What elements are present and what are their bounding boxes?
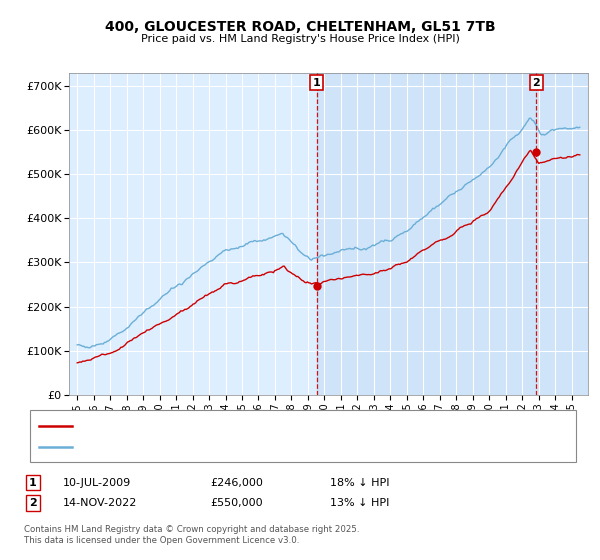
Text: 10-JUL-2009: 10-JUL-2009 xyxy=(63,478,131,488)
Text: 13% ↓ HPI: 13% ↓ HPI xyxy=(330,498,389,508)
Text: 1: 1 xyxy=(29,478,37,488)
Text: HPI: Average price, detached house, Cheltenham: HPI: Average price, detached house, Chel… xyxy=(78,442,323,452)
Text: £550,000: £550,000 xyxy=(210,498,263,508)
Text: 2: 2 xyxy=(29,498,37,508)
Text: 400, GLOUCESTER ROAD, CHELTENHAM, GL51 7TB: 400, GLOUCESTER ROAD, CHELTENHAM, GL51 7… xyxy=(104,20,496,34)
Text: 18% ↓ HPI: 18% ↓ HPI xyxy=(330,478,389,488)
Text: Price paid vs. HM Land Registry's House Price Index (HPI): Price paid vs. HM Land Registry's House … xyxy=(140,34,460,44)
Text: 14-NOV-2022: 14-NOV-2022 xyxy=(63,498,137,508)
Text: 400, GLOUCESTER ROAD, CHELTENHAM, GL51 7TB (detached house): 400, GLOUCESTER ROAD, CHELTENHAM, GL51 7… xyxy=(78,421,421,431)
Text: Contains HM Land Registry data © Crown copyright and database right 2025.
This d: Contains HM Land Registry data © Crown c… xyxy=(24,525,359,545)
Text: 2: 2 xyxy=(533,78,541,87)
Bar xyxy=(317,73,588,395)
Text: 1: 1 xyxy=(313,78,320,87)
Text: £246,000: £246,000 xyxy=(210,478,263,488)
